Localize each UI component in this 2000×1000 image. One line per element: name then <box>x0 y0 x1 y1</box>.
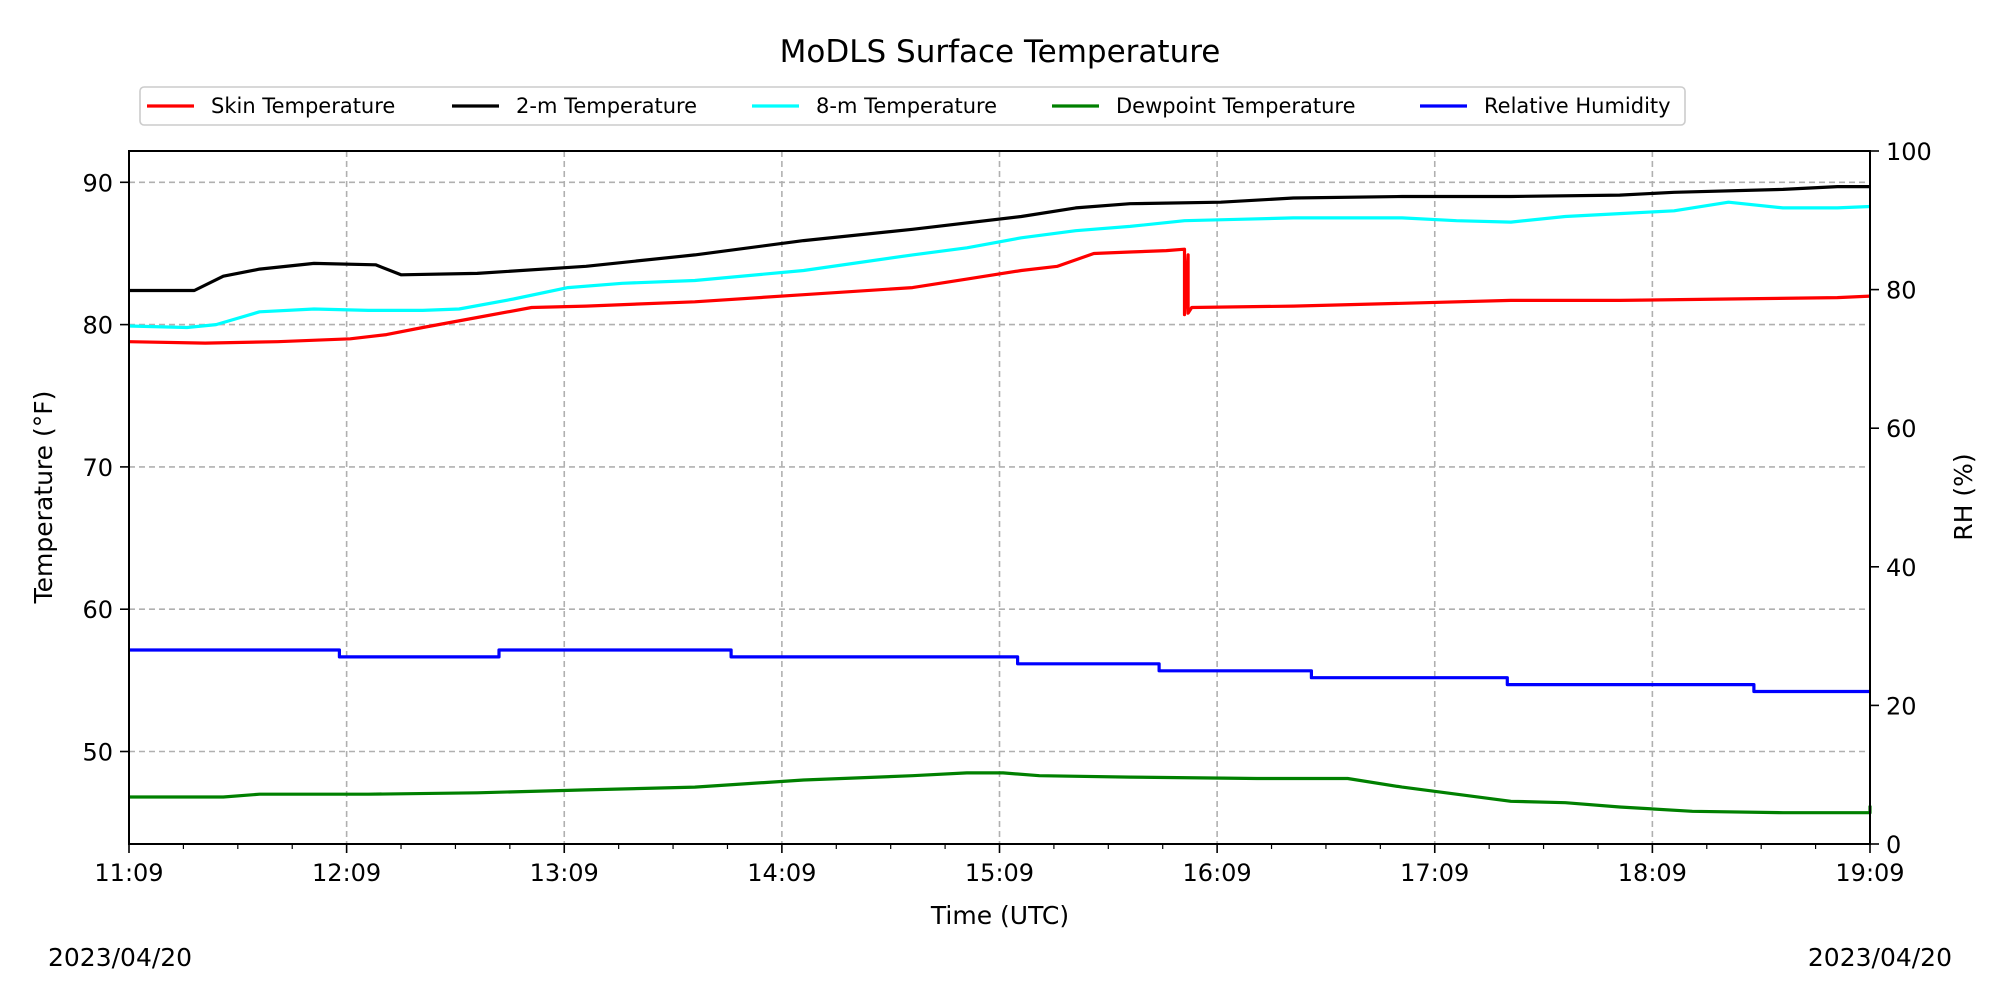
chart-title: MoDLS Surface Temperature <box>780 34 1221 70</box>
grid <box>129 151 1870 844</box>
legend-label-2-m-temperature: 2-m Temperature <box>516 94 697 118</box>
y-axis-label: Temperature (°F) <box>29 391 58 605</box>
y2-tick-label: 80 <box>1886 277 1917 305</box>
y2-tick-label: 60 <box>1886 415 1917 443</box>
x-tick-label: 18:09 <box>1618 859 1687 887</box>
x-tick-label: 16:09 <box>1183 859 1252 887</box>
y2-tick-label: 100 <box>1886 138 1932 166</box>
x-tick-label: 13:09 <box>530 859 599 887</box>
x-tick-label: 19:09 <box>1835 859 1904 887</box>
start-date: 2023/04/20 <box>48 943 193 972</box>
x-tick-label: 11:09 <box>94 859 163 887</box>
legend: Skin Temperature 2-m Temperature 8-m Tempe… <box>139 86 1686 126</box>
series-line-dewpoint-temperature <box>129 771 1872 815</box>
y-tick-label: 80 <box>82 312 113 340</box>
y2-tick-label: 20 <box>1886 692 1917 720</box>
y-tick-label: 90 <box>82 169 113 197</box>
series-line-relative-humidity <box>129 648 1870 694</box>
x-tick-label: 14:09 <box>747 859 816 887</box>
series-layer <box>128 185 1872 815</box>
x-tick-label: 17:09 <box>1400 859 1469 887</box>
y2-axis-label: RH (%) <box>1949 453 1978 540</box>
y2-tick-label: 0 <box>1886 831 1901 859</box>
y2-tick-label: 40 <box>1886 554 1917 582</box>
y-tick-label: 70 <box>82 454 113 482</box>
series-line-2-m-temperature <box>129 185 1870 293</box>
end-date: 2023/04/20 <box>1807 943 1952 972</box>
legend-label-relative-humidity: Relative Humidity <box>1484 94 1671 118</box>
legend-label-dewpoint-temperature: Dewpoint Temperature <box>1116 94 1356 118</box>
series-line-skin-temperature <box>128 247 1871 345</box>
y-tick-label: 50 <box>82 739 113 767</box>
y-tick-label: 60 <box>82 596 113 624</box>
x-tick-label: 12:09 <box>312 859 381 887</box>
axes: 11:09 12:09 13:09 14:09 15:09 16:09 17:09 18:09… <box>82 138 1931 887</box>
x-tick-label: 15:09 <box>965 859 1034 887</box>
x-axis-label: Time (UTC) <box>930 901 1069 930</box>
legend-label-skin-temperature: Skin Temperature <box>211 94 395 118</box>
series-line-8-m-temperature <box>128 200 1871 330</box>
legend-label-8-m-temperature: 8-m Temperature <box>816 94 997 118</box>
legend-box <box>139 86 1686 126</box>
